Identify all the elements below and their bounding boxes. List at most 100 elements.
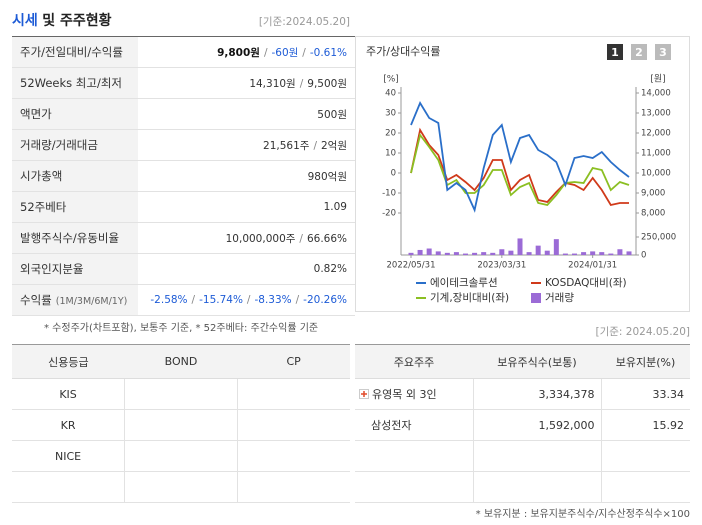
holders-date: [기준: 2024.05.20]	[595, 326, 690, 338]
row-value: 500원	[138, 98, 355, 130]
tick-label: 250,000	[641, 233, 676, 243]
value-text: 500원	[317, 108, 347, 121]
tab-label[interactable]: 2	[635, 46, 643, 59]
volume-bar	[562, 253, 568, 255]
credit-row: NICE	[12, 440, 350, 472]
value-text: -60원	[271, 46, 299, 59]
credit-table: 신용등급 BOND CP KIS KR NICE	[12, 344, 350, 503]
row-label: 52주베타	[12, 191, 138, 223]
tab-button[interactable]	[607, 44, 623, 60]
credit-wrap: 신용등급 BOND CP KIS KR NICE	[12, 344, 350, 503]
credit-row	[12, 471, 350, 503]
tab-button[interactable]	[655, 44, 671, 60]
tick-label: 20	[385, 129, 396, 139]
title-highlight: 시세	[12, 13, 38, 29]
value-text: 0.82%	[313, 263, 347, 275]
holder-row	[355, 471, 690, 503]
holder-cell	[355, 471, 474, 503]
tick-label: 14,000	[641, 89, 671, 99]
credit-cell	[124, 409, 238, 441]
series-line	[410, 127, 629, 207]
credit-row: KR	[12, 409, 350, 441]
value-text: 980억원	[307, 170, 347, 183]
column-header: 보유지분(%)	[601, 344, 690, 379]
value-text: -15.74%	[199, 294, 243, 306]
value-text: 9,500원	[307, 77, 347, 90]
price-row: 발행주식수/유동비율 10,000,000주/66.66%	[12, 222, 355, 254]
header-row: 신용등급 BOND CP	[12, 344, 350, 379]
label-text: 수익률	[20, 293, 52, 307]
volume-bar	[599, 252, 605, 255]
tick-label: 0	[391, 169, 396, 179]
tab-label[interactable]: 3	[659, 46, 667, 59]
row-label: 수익률 (1M/3M/6M/1Y)	[12, 284, 138, 316]
volume-bar	[408, 252, 414, 255]
base-date: [기준:2024.05.20]	[258, 16, 350, 28]
row-value: 980억원	[138, 160, 355, 192]
separator: /	[302, 46, 306, 59]
row-label: 거래량/거래대금	[12, 129, 138, 161]
row-label: 시가총액	[12, 160, 138, 192]
volume-bar	[590, 251, 596, 255]
volume-bar	[581, 252, 587, 255]
column-header: BOND	[124, 344, 238, 379]
legend-swatch	[531, 293, 541, 303]
value-text: 1.09	[323, 201, 347, 213]
price-row: 외국인지분율 0.82%	[12, 253, 355, 285]
credit-cell	[124, 378, 238, 410]
row-value: 9,800원 / -60원 / -0.61%	[138, 37, 355, 68]
volume-bar	[544, 250, 550, 255]
volume-bar	[626, 251, 632, 255]
separator: /	[313, 139, 317, 152]
holder-cell: 유영목 외 3인	[355, 378, 474, 410]
credit-cell	[124, 471, 238, 503]
value-text: -2.58%	[150, 294, 188, 306]
value-text: 21,561주	[263, 139, 310, 152]
column-header: 보유주식수(보통)	[473, 344, 601, 379]
legend-label: 에이테크솔루션	[430, 277, 498, 289]
holders-table: 주요주주 보유주식수(보통) 보유지분(%) 유영목 외 3인 3,334,378 33.…	[355, 344, 690, 503]
volume-bar	[526, 252, 532, 255]
footnote: * 수정주가(차트포함), 보통주 기준, * 52주베타: 주간수익률 기준	[44, 323, 319, 334]
row-label: 액면가	[12, 98, 138, 130]
chart-title: 주가/상대수익률	[366, 45, 441, 58]
holder-cell	[601, 471, 690, 503]
row-value: 1.09	[138, 191, 355, 223]
tick-label: 10,000	[641, 169, 671, 179]
price-row: 52Weeks 최고/최저 14,310원/9,500원	[12, 67, 355, 99]
credit-cell: KIS	[12, 378, 126, 410]
x-tick-label: 2023/03/31	[477, 261, 526, 271]
holders-note: * 보유지분 : 보유지분주식수/지수산정주식수×100	[475, 509, 690, 520]
legend-label: KOSDAQ대비(좌)	[545, 277, 627, 289]
tab-label[interactable]: 1	[611, 46, 619, 59]
section-title: 시세 및 주주현황	[12, 10, 112, 30]
holder-text: 삼성전자	[371, 419, 412, 432]
value-text: 9,800원	[217, 46, 260, 59]
credit-cell: NICE	[12, 440, 126, 472]
volume-bar	[481, 252, 487, 255]
row-value: 21,561주/2억원	[138, 129, 355, 161]
expand-icon[interactable]	[359, 389, 369, 399]
row-label: 52Weeks 최고/최저	[12, 67, 138, 99]
holders-wrap: 주요주주 보유주식수(보통) 보유지분(%) 유영목 외 3인 3,334,378 33.…	[355, 344, 690, 503]
tab-button[interactable]	[631, 44, 647, 60]
holder-cell: 삼성전자	[355, 409, 474, 441]
separator: /	[299, 232, 303, 245]
volume-bar	[617, 249, 623, 255]
holder-text: 유영목 외 3인	[372, 388, 437, 401]
volume-bar	[553, 239, 559, 255]
row-value: 10,000,000주/66.66%	[138, 222, 355, 254]
column-header: 주요주주	[355, 344, 473, 379]
credit-cell	[12, 471, 126, 503]
value-text: 66.66%	[306, 232, 347, 245]
tick-label: 12,000	[641, 129, 671, 139]
legend-label: 기계,장비대비(좌)	[430, 292, 509, 304]
price-row: 52주베타 1.09	[12, 191, 355, 223]
y-axis-unit: [%]	[383, 75, 399, 85]
volume-bar	[453, 252, 459, 255]
row-value: -2.58% / -15.74% / -8.33% / -20.26%	[138, 284, 355, 316]
tick-label: 9,000	[641, 189, 665, 199]
price-table-wrap: 주가/전일대비/수익률 9,800원 / -60원 / -0.61% 52Weeks 최고/…	[12, 36, 355, 316]
label-text: 외국인지분율	[20, 262, 84, 276]
separator: /	[191, 294, 196, 306]
